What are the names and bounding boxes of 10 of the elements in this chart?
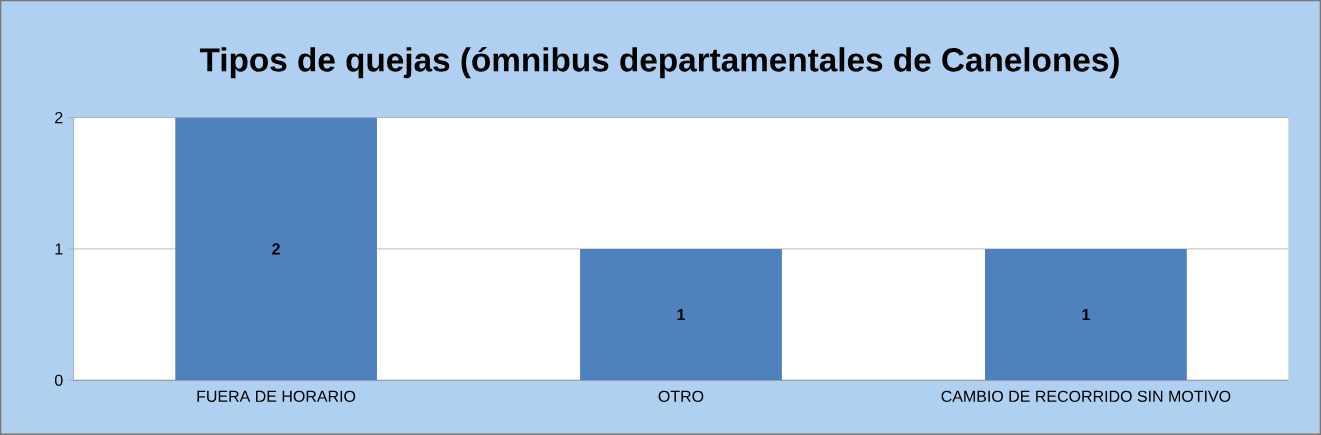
data-label: 1: [677, 309, 685, 321]
chart-title: Tipos de quejas (ómnibus departamentales de Canelones): [199, 46, 1119, 79]
x-tick-label: FUERA DE HORARIO: [197, 390, 356, 403]
x-tick-label: CAMBIO DE RECORRIDO SIN MOTIVO: [941, 390, 1231, 403]
y-tick-label: 0: [54, 374, 63, 386]
y-tick-label: 2: [55, 112, 63, 124]
data-label: 2: [272, 243, 280, 255]
x-tick-label: OTRO: [658, 390, 704, 403]
y-tick-label: 1: [55, 243, 63, 255]
data-label: 1: [1082, 309, 1090, 321]
